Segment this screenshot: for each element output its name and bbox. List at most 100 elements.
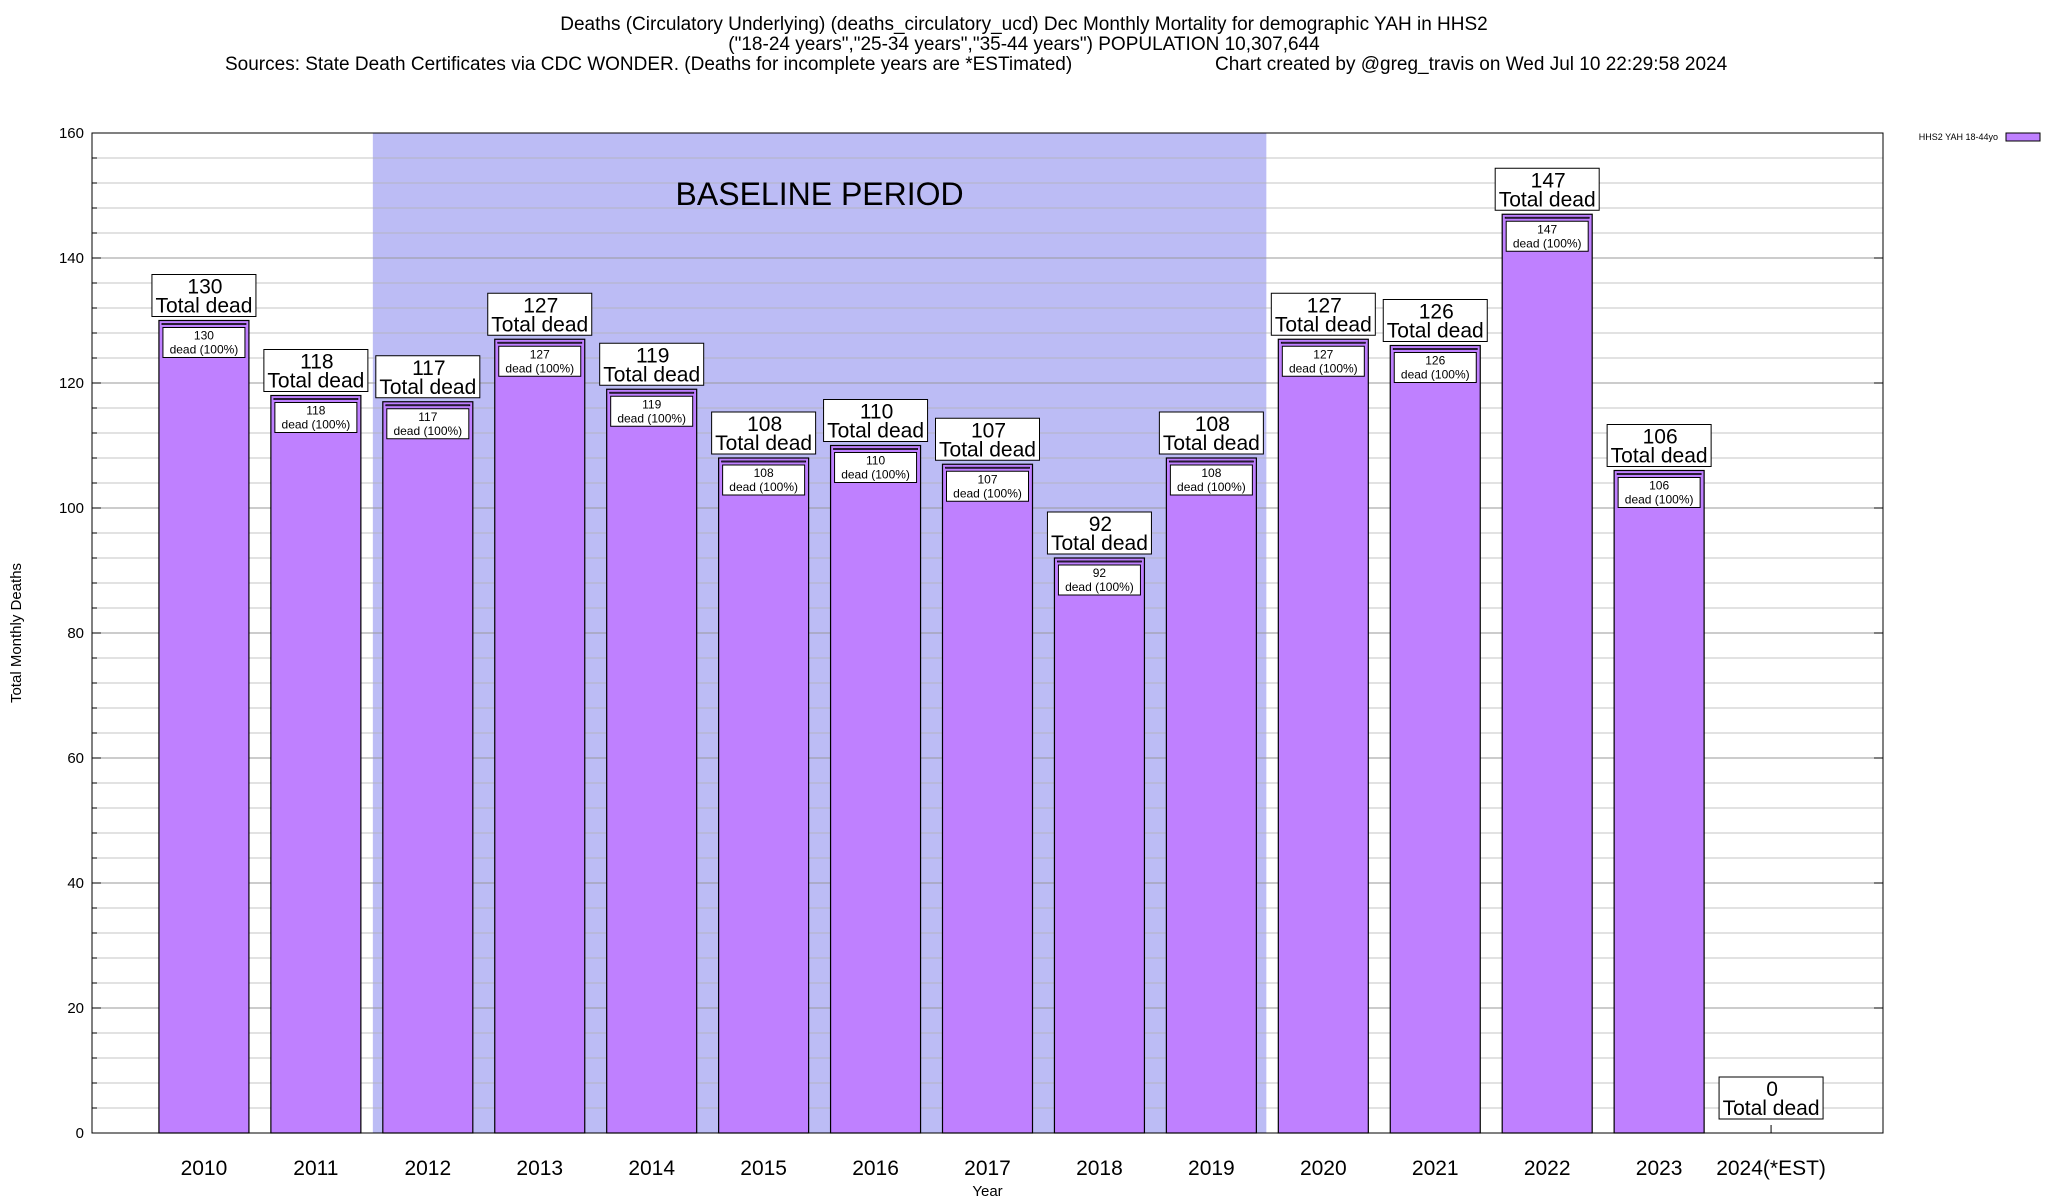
inner-label-box [610,395,694,427]
inner-label-text: dead (100%) [170,343,239,357]
total-label-value: 127 [1307,294,1342,317]
inner-label-value: 130 [194,329,214,343]
total-label-value: 117 [412,357,445,380]
inner-label-box [1169,464,1253,496]
total-label-text: Total dead [379,376,476,399]
total-label-box [1046,511,1152,555]
total-label-value: 0 [1766,1078,1778,1101]
y-tick-label: 80 [67,625,84,642]
bar [718,457,810,1134]
inner-label-text: dead (100%) [505,361,574,375]
total-label-text: Total dead [715,432,812,455]
inner-label-box [1057,564,1141,596]
x-tick-label: 2020 [1300,1157,1347,1180]
total-label-box [599,342,705,386]
bar [494,338,586,1134]
inner-label-value: 127 [530,347,550,361]
chart-credit-text: Chart created by @greg_travis on Wed Jul… [1215,54,1728,75]
inner-label-value: 117 [418,410,437,424]
total-label-box [1158,411,1264,455]
total-label-text: Total dead [939,438,1036,461]
bar-inner-edge [833,448,918,450]
total-label-value: 108 [1195,413,1230,436]
total-label-value: 119 [636,344,669,367]
inner-label-box [1281,345,1365,377]
bar [382,401,474,1134]
inner-label-box [1393,352,1477,383]
baseline-period-label: BASELINE PERIOD [676,176,964,212]
x-tick-label: 2011 [293,1157,338,1180]
total-label-box [1382,299,1488,342]
x-tick-label: 2024(*EST) [1716,1157,1826,1180]
total-label-text: Total dead [1275,313,1372,336]
x-tick-label: 2013 [516,1157,563,1180]
inner-label-text: dead (100%) [1177,480,1246,494]
total-label-text: Total dead [603,363,700,386]
legend-swatch [2005,132,2041,142]
y-tick-label: 100 [59,500,84,517]
total-label-text: Total dead [1723,1097,1820,1120]
bar [1613,469,1705,1134]
x-tick-label: 2015 [740,1157,787,1180]
bar-inner-edge [385,404,471,407]
bar-inner-edge [273,398,359,400]
bar [941,463,1034,1134]
chart-title-line2: ("18-24 years","25-34 years","35-44 year… [728,34,1320,55]
total-label-box [1270,292,1376,336]
inner-label-text: dead (100%) [1513,236,1582,250]
inner-label-box [1505,220,1589,252]
bar-inner-edge [721,460,807,463]
total-label-box [375,355,481,399]
total-label-text: Total dead [267,370,364,393]
total-label-text: Total dead [1387,320,1484,343]
inner-label-box [274,402,358,433]
inner-label-value: 107 [977,472,997,486]
total-label-text: Total dead [1499,188,1596,211]
inner-label-value: 108 [754,466,774,480]
x-tick-label: 2021 [1412,1157,1459,1180]
inner-label-value: 119 [642,397,661,411]
total-label-box [151,274,257,317]
total-label-value: 130 [187,276,222,299]
bar [1389,344,1481,1134]
y-tick-label: 0 [76,1125,84,1142]
inner-label-value: 118 [306,404,325,418]
y-tick-label: 160 [59,125,84,142]
bar-inner-edge [1057,560,1142,563]
bar [1165,457,1257,1134]
y-tick-label: 20 [67,1000,84,1017]
total-label-text: Total dead [1163,432,1260,455]
inner-label-value: 92 [1093,566,1107,580]
total-label-box [1718,1076,1824,1120]
bar-inner-edge [1168,460,1254,463]
inner-label-text: dead (100%) [953,486,1022,500]
y-tick-label: 140 [59,250,84,267]
total-label-box [1606,424,1712,467]
inner-label-box [722,464,806,496]
total-label-value: 108 [747,413,782,436]
x-axis-title: Year [972,1183,1002,1200]
x-tick-label: 2010 [181,1157,228,1180]
inner-label-box [1617,477,1701,508]
inner-label-box [498,345,582,377]
total-label-box [935,417,1040,461]
inner-label-text: dead (100%) [617,411,686,425]
total-label-value: 106 [1643,426,1678,449]
x-tick-label: 2022 [1524,1157,1571,1180]
x-tick-label: 2018 [1076,1157,1123,1180]
total-label-text: Total dead [491,313,588,336]
bar-inner-edge [945,466,1030,469]
x-tick-label: 2016 [852,1157,899,1180]
y-tick-label: 60 [67,750,84,767]
total-label-box [711,411,817,455]
inner-label-text: dead (100%) [1065,580,1134,594]
chart-sources-text: Sources: State Death Certificates via CD… [225,54,1073,75]
bar-inner-edge [497,341,583,344]
y-tick-label: 120 [59,375,84,392]
inner-label-box [386,408,470,440]
total-label-text: Total dead [1611,445,1708,468]
inner-label-box [162,327,246,358]
x-tick-label: 2019 [1188,1157,1235,1180]
inner-label-value: 108 [1201,466,1221,480]
x-tick-label: 2023 [1636,1157,1683,1180]
